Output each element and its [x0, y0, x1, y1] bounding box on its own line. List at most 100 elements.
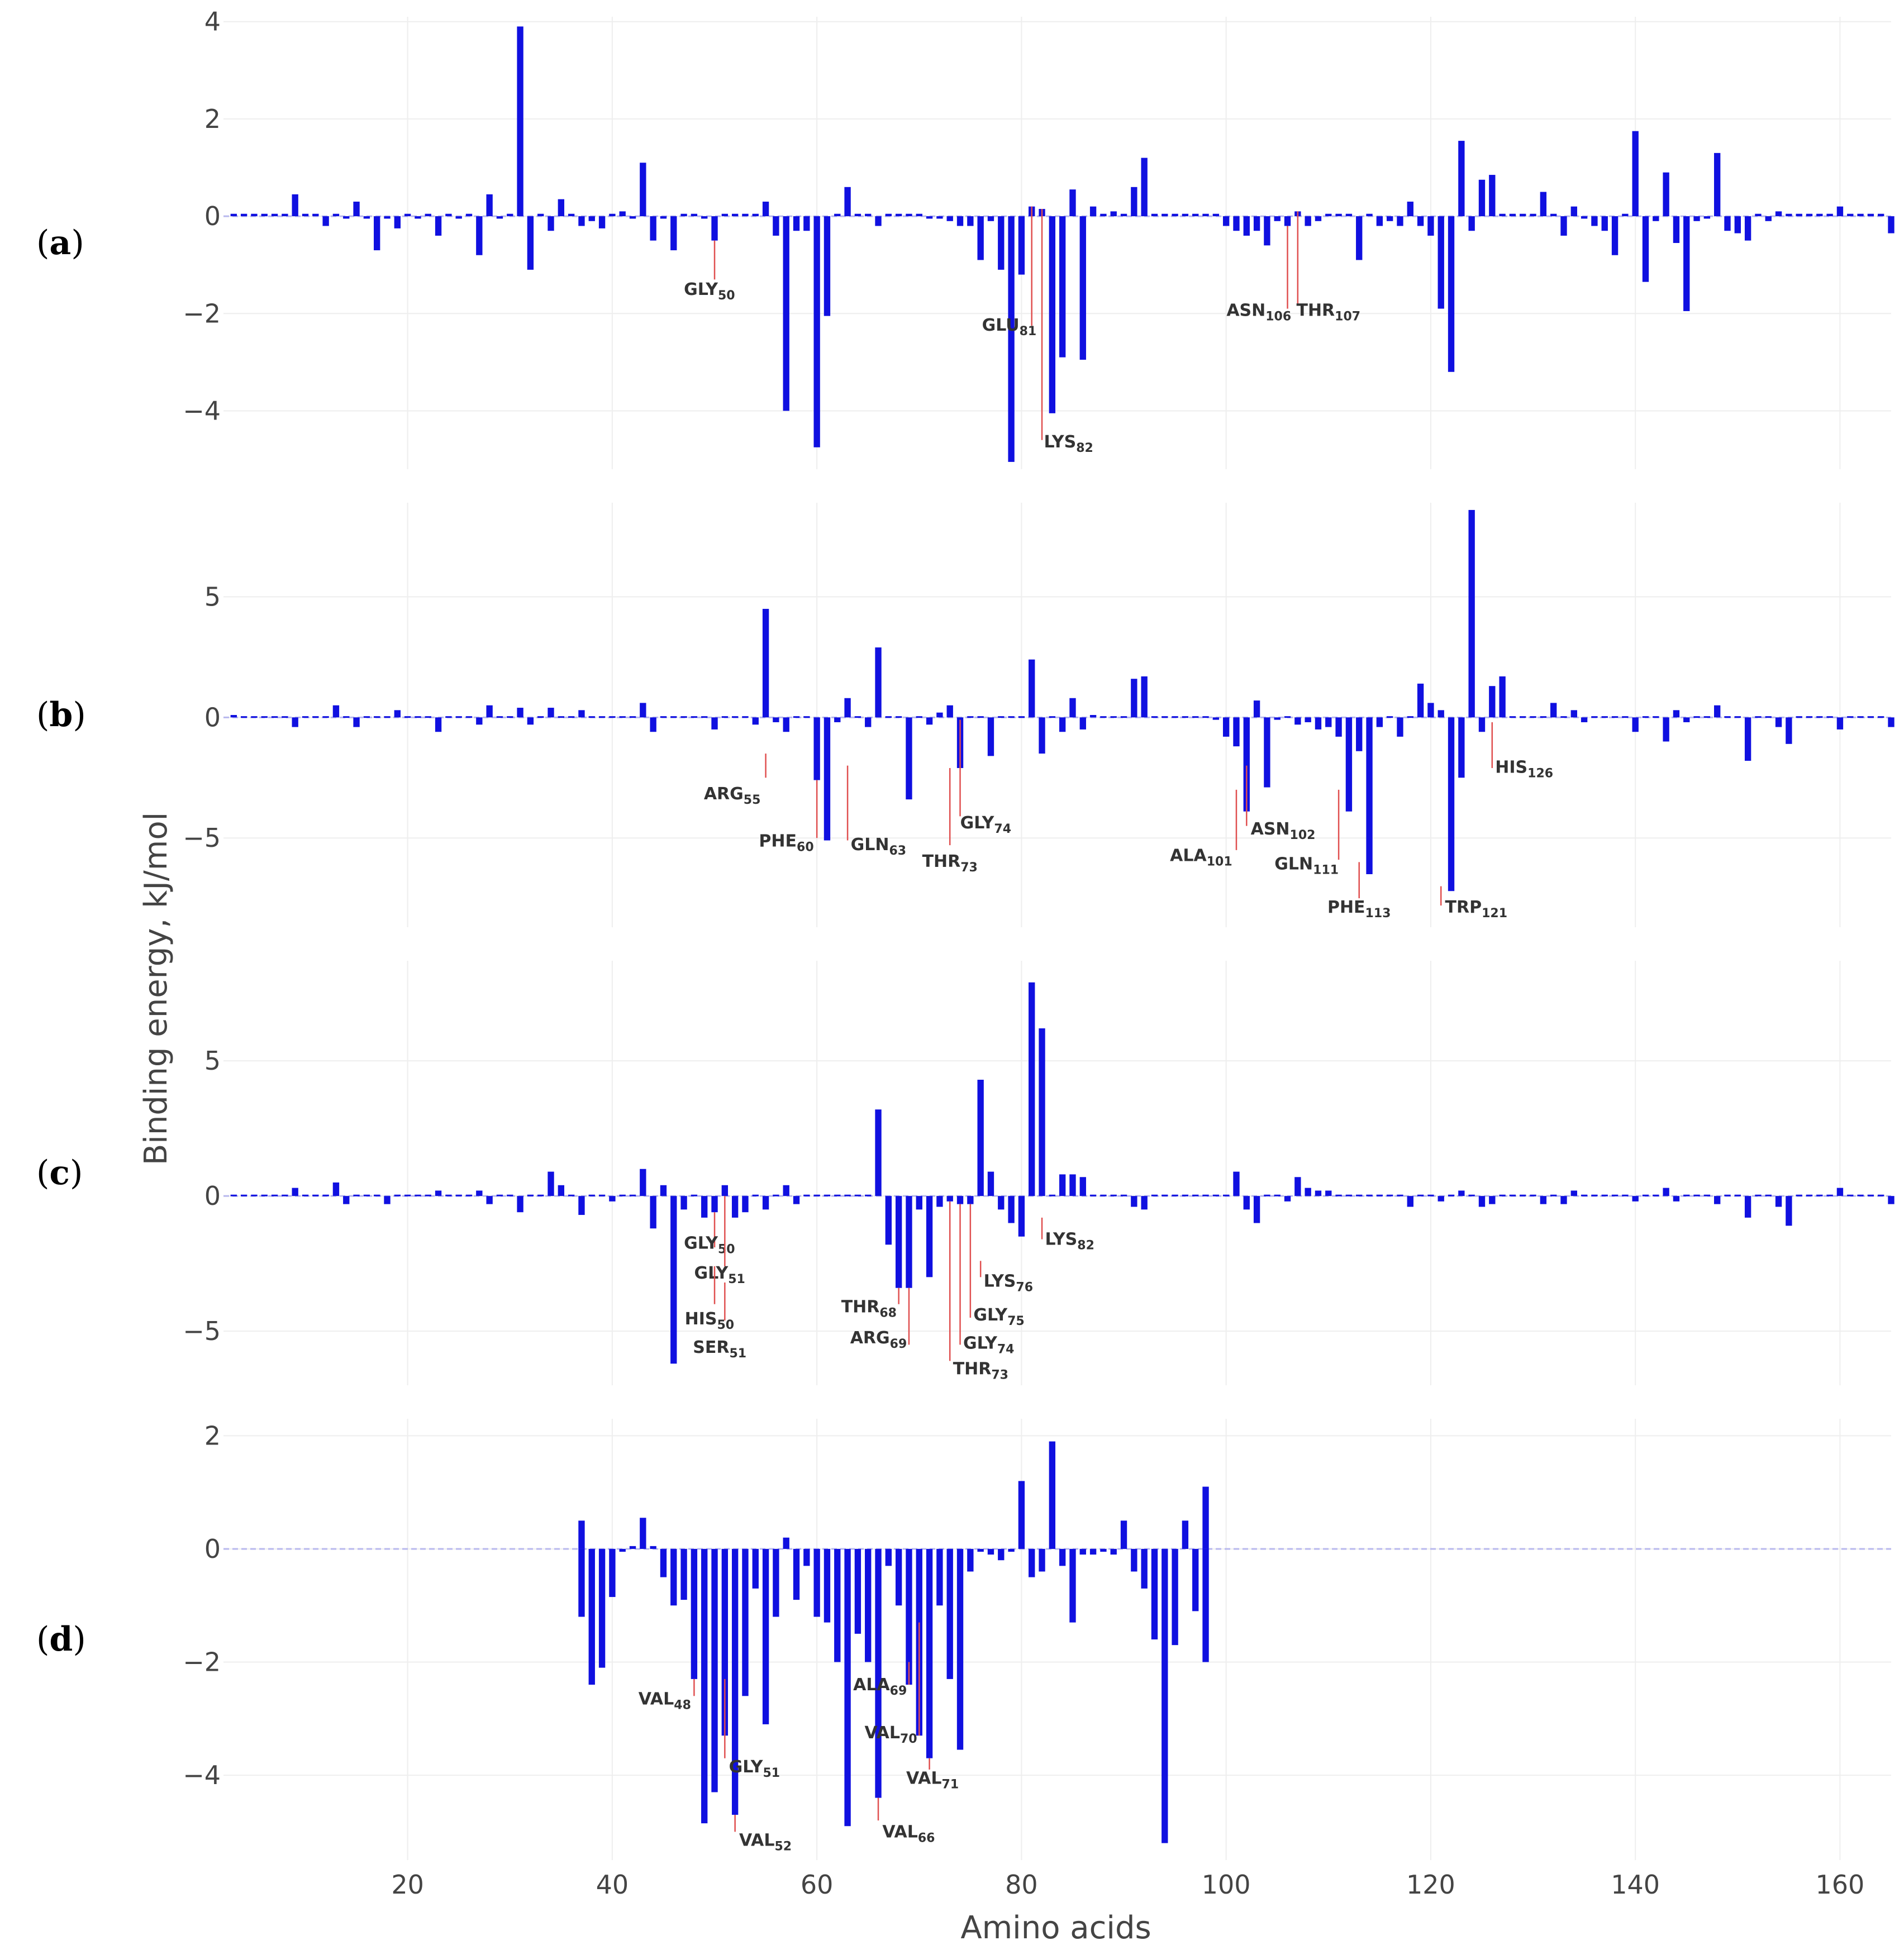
bar-c-161-158: [1847, 1194, 1854, 1196]
bar-a-8-5: [282, 213, 288, 217]
bar-c-106-103: [1284, 1196, 1291, 1202]
bar-c-119-116: [1417, 1194, 1424, 1196]
bar-b-128-125: [1509, 716, 1516, 718]
bar-b-123-120: [1458, 717, 1465, 778]
bar-b-61-58: [824, 717, 831, 841]
bar-c-91-88: [1131, 1196, 1137, 1207]
bar-b-11-8: [312, 716, 319, 718]
bar-a-27-24: [476, 216, 483, 255]
bar-c-63-60: [844, 1194, 851, 1196]
bar-a-115-112: [1376, 216, 1383, 226]
bar-a-21-18: [415, 216, 421, 219]
bar-a-77-74: [987, 216, 994, 221]
bar-b-8-5: [282, 716, 288, 718]
bar-a-3-0: [230, 213, 237, 217]
bar-c-74-71: [956, 1196, 964, 1204]
bar-a-55-52: [762, 201, 769, 217]
annotation-b-ala101: ALA101: [1170, 846, 1232, 869]
bar-a-64-61: [854, 213, 861, 217]
bar-b-59-56: [803, 716, 810, 718]
y-tick-label-b-2: −5: [183, 823, 221, 853]
bar-a-140-137: [1632, 131, 1639, 217]
bar-a-57-54: [783, 216, 789, 411]
bar-c-96-93: [1182, 1194, 1189, 1196]
bar-c-149-146: [1724, 1194, 1731, 1196]
bar-a-124-121: [1468, 216, 1475, 231]
bar-c-75-72: [967, 1196, 974, 1204]
y-tick-label-a-3: −2: [183, 298, 221, 328]
bar-b-157-154: [1806, 716, 1813, 718]
bar-b-52-49: [731, 716, 739, 718]
bar-c-126-123: [1489, 1196, 1496, 1204]
bar-d-97-61: [1192, 1548, 1199, 1612]
bar-d-61-25: [824, 1548, 831, 1623]
bar-b-64-61: [854, 716, 861, 718]
bar-c-160-157: [1836, 1188, 1844, 1196]
bar-a-44-41: [650, 216, 656, 241]
bar-c-70-67: [916, 1196, 922, 1210]
x-tick-label-160: 160: [1816, 1870, 1865, 1900]
bar-b-137-134: [1601, 716, 1608, 718]
bar-b-127-124: [1499, 676, 1506, 718]
bar-c-68-65: [895, 1196, 902, 1288]
x-tick-label-60: 60: [801, 1870, 834, 1900]
bar-c-43-40: [640, 1169, 646, 1196]
bar-c-36-33: [568, 1194, 575, 1196]
bar-d-48-12: [691, 1548, 698, 1679]
bar-b-150-147: [1734, 716, 1741, 718]
annotation-c-lys76: LYS76: [984, 1271, 1033, 1294]
bar-c-120-117: [1427, 1194, 1434, 1196]
bar-a-61-58: [824, 216, 831, 316]
bar-b-93-90: [1151, 716, 1158, 718]
bar-a-162-159: [1857, 213, 1864, 217]
bar-c-9-6: [292, 1188, 298, 1196]
panel-label-d: (d): [36, 1620, 86, 1659]
bar-a-101-98: [1233, 216, 1240, 231]
bar-a-133-130: [1560, 216, 1567, 236]
bar-b-66-63: [875, 647, 882, 718]
bar-c-21-18: [415, 1194, 421, 1196]
bar-a-137-134: [1601, 216, 1608, 231]
annotation-d-val71: VAL71: [906, 1768, 959, 1791]
bar-b-41-38: [619, 716, 626, 718]
bar-b-55-52: [762, 609, 769, 718]
bar-a-90-87: [1120, 213, 1127, 217]
annotation-a-lys82: LYS82: [1044, 432, 1093, 455]
bar-d-52-16: [731, 1548, 739, 1815]
bar-b-111-108: [1335, 717, 1342, 737]
bar-c-77-74: [987, 1171, 994, 1196]
bar-c-15-12: [353, 1194, 360, 1196]
bar-c-54-51: [752, 1194, 759, 1196]
bar-d-47-11: [680, 1548, 687, 1600]
bar-c-138-135: [1611, 1194, 1619, 1196]
bar-b-92-89: [1141, 676, 1148, 718]
annotation-c-gly74: GLY74: [963, 1334, 1014, 1357]
bar-c-42-39: [629, 1194, 636, 1196]
bar-a-47-44: [680, 213, 687, 217]
y-tick-label-d-3: −4: [183, 1760, 221, 1790]
bar-b-105-102: [1274, 717, 1281, 720]
bar-a-152-149: [1755, 213, 1762, 217]
bar-a-113-110: [1356, 216, 1363, 260]
bar-c-101-98: [1233, 1171, 1240, 1196]
bar-b-132-129: [1550, 703, 1557, 718]
bar-a-70-67: [916, 213, 922, 217]
bar-a-60-57: [813, 216, 820, 447]
bar-c-78-75: [998, 1196, 1005, 1210]
bar-a-35-32: [558, 199, 565, 217]
bar-d-42-6: [629, 1546, 636, 1549]
bar-a-138-135: [1611, 216, 1619, 255]
panel-label-a: (a): [36, 223, 84, 263]
bar-a-155-152: [1786, 213, 1792, 217]
bar-b-90-87: [1120, 716, 1127, 718]
bar-c-125-122: [1478, 1196, 1486, 1207]
bar-b-72-69: [936, 712, 943, 718]
bar-a-85-82: [1069, 189, 1076, 217]
bar-a-13-10: [332, 213, 340, 217]
bar-c-51-48: [721, 1185, 729, 1196]
bar-c-155-152: [1786, 1196, 1792, 1226]
annotation-layer: GLY50 GLU81 LYS82 ASN106 THR107 ARG55 PHE60 GLN…: [639, 206, 1553, 1854]
bar-c-60-57: [813, 1194, 820, 1196]
bar-b-145-142: [1683, 717, 1690, 722]
annotation-b-thr73: THR73: [922, 852, 978, 875]
